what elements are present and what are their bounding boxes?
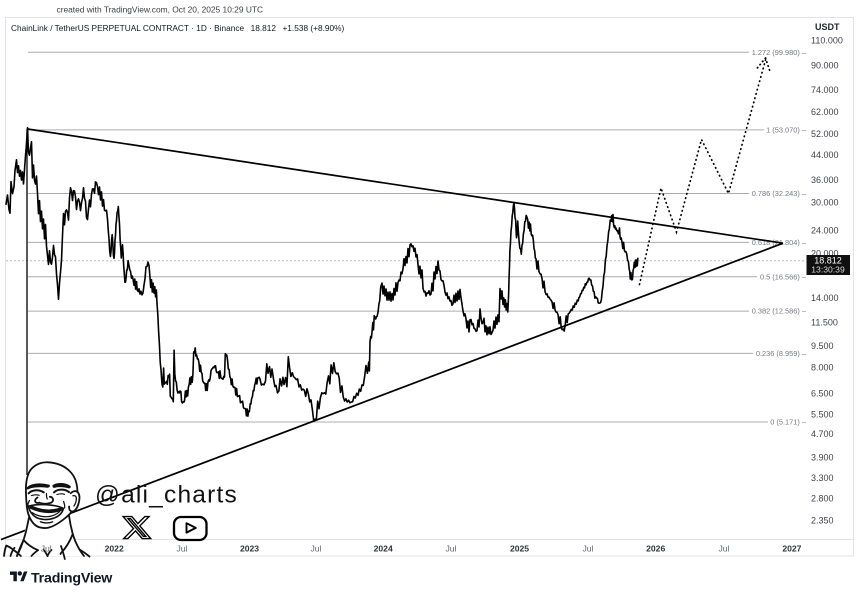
svg-text:Jul: Jul xyxy=(446,544,457,554)
svg-text:110.000: 110.000 xyxy=(811,36,843,46)
svg-text:14.000: 14.000 xyxy=(811,293,839,303)
svg-text:2.350: 2.350 xyxy=(811,516,834,526)
svg-text:Jul: Jul xyxy=(719,544,730,554)
svg-text:0.382 (12.586) –: 0.382 (12.586) – xyxy=(752,307,807,316)
svg-text:5.500: 5.500 xyxy=(811,409,834,419)
svg-text:20.000: 20.000 xyxy=(811,248,839,258)
svg-text:13:30:39: 13:30:39 xyxy=(811,265,845,275)
svg-text:Jul: Jul xyxy=(311,544,322,554)
svg-text:1 (53.070) –: 1 (53.070) – xyxy=(766,126,807,135)
svg-text:3.300: 3.300 xyxy=(811,473,834,483)
svg-text:1.272 (99.980) –: 1.272 (99.980) – xyxy=(752,48,807,57)
svg-text:6.500: 6.500 xyxy=(811,389,834,399)
svg-text:24.000: 24.000 xyxy=(811,226,839,236)
svg-text:2022: 2022 xyxy=(105,544,124,554)
svg-text:44.000: 44.000 xyxy=(811,150,839,160)
svg-text:4.700: 4.700 xyxy=(811,429,834,439)
svg-text:2023: 2023 xyxy=(240,544,259,554)
svg-text:30.000: 30.000 xyxy=(811,198,839,208)
svg-text:2026: 2026 xyxy=(646,544,665,554)
svg-text:62.000: 62.000 xyxy=(811,107,839,117)
svg-text:8.000: 8.000 xyxy=(811,363,834,373)
svg-text:3.900: 3.900 xyxy=(811,452,834,462)
svg-text:2.800: 2.800 xyxy=(811,494,834,504)
svg-text:2025: 2025 xyxy=(510,544,529,554)
svg-text:2024: 2024 xyxy=(374,544,393,554)
svg-text:Jul: Jul xyxy=(177,544,188,554)
svg-text:0.786 (32.243) –: 0.786 (32.243) – xyxy=(752,189,807,198)
svg-text:36.000: 36.000 xyxy=(811,175,839,185)
svg-text:created with TradingView.com,: created with TradingView.com, Oct 20, 20… xyxy=(57,5,264,15)
svg-text:52.000: 52.000 xyxy=(811,129,839,139)
svg-text:0.236 (8.959) –: 0.236 (8.959) – xyxy=(756,349,807,358)
svg-text:90.000: 90.000 xyxy=(811,61,839,71)
svg-text:9.500: 9.500 xyxy=(811,341,834,351)
svg-text:0 (5.171) –: 0 (5.171) – xyxy=(770,418,807,427)
svg-text:TradingView: TradingView xyxy=(31,571,113,587)
svg-text:Jul: Jul xyxy=(41,544,52,554)
svg-text:USDT: USDT xyxy=(815,22,840,32)
svg-text:ChainLink / TetherUS PERPETUAL: ChainLink / TetherUS PERPETUAL CONTRACT … xyxy=(11,23,344,33)
svg-text:18.812: 18.812 xyxy=(814,256,842,266)
svg-text:Jul: Jul xyxy=(583,544,594,554)
svg-text:@ali_charts: @ali_charts xyxy=(95,482,238,509)
svg-text:11.500: 11.500 xyxy=(811,317,838,327)
svg-text:0.5 (16.566) –: 0.5 (16.566) – xyxy=(760,272,807,281)
svg-text:2027: 2027 xyxy=(782,544,801,554)
svg-text:74.000: 74.000 xyxy=(811,85,839,95)
